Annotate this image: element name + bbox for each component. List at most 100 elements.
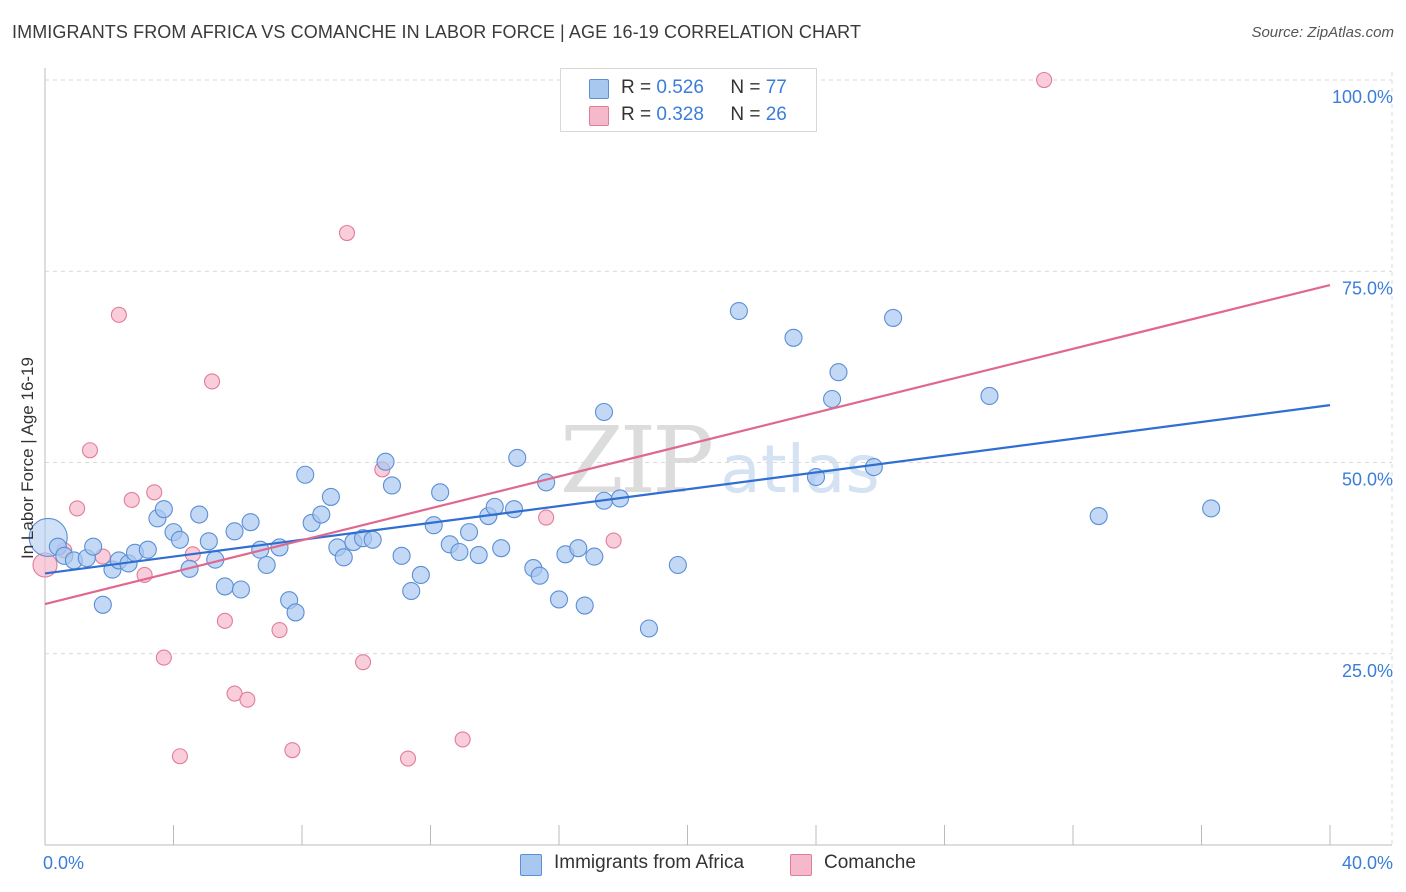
data-point-comanche <box>239 691 256 708</box>
legend-swatch-africa <box>589 79 609 99</box>
gridlines <box>45 72 1393 845</box>
y-tick-label: 25.0% <box>1342 661 1393 681</box>
data-point-africa <box>257 555 276 575</box>
data-point-africa <box>321 487 340 506</box>
data-point-africa <box>170 530 189 549</box>
data-point-africa <box>1089 506 1108 526</box>
data-point-africa <box>199 532 218 551</box>
x-tick-label: 0.0% <box>43 853 84 873</box>
y-tick-label: 50.0% <box>1342 470 1393 490</box>
data-point-africa <box>594 402 614 422</box>
data-point-africa <box>585 547 604 566</box>
data-point-africa <box>138 540 157 559</box>
source-credit: Source: ZipAtlas.com <box>1251 24 1394 41</box>
data-point-comanche <box>155 649 172 666</box>
data-point-africa <box>864 458 883 477</box>
legend-n-value: 77 <box>765 77 787 98</box>
data-point-africa <box>312 505 331 524</box>
trendline-africa <box>44 404 1331 575</box>
data-point-africa <box>537 473 556 492</box>
data-point-comanche <box>538 509 555 526</box>
data-point-africa <box>1202 499 1221 518</box>
data-point-comanche <box>354 654 372 671</box>
data-point-comanche <box>454 731 471 748</box>
data-point-comanche <box>399 750 417 767</box>
data-point-comanche <box>216 612 233 629</box>
data-point-africa <box>575 596 594 615</box>
y-tick-label: 75.0% <box>1342 278 1393 298</box>
data-point-africa <box>639 619 659 638</box>
data-point-comanche <box>204 373 221 390</box>
data-point-comanche <box>338 224 356 242</box>
data-point-africa <box>84 537 103 556</box>
tick-labels: 25.0% 50.0% 75.0% 100.0% 0.0% 40.0% <box>43 87 1393 873</box>
data-point-africa <box>402 581 421 601</box>
trendline-comanche <box>44 283 1331 606</box>
series-swatch-comanche <box>790 854 812 876</box>
series-label-africa: Immigrants from Africa <box>554 852 745 873</box>
data-point-africa <box>424 516 443 535</box>
data-point-africa <box>363 530 382 549</box>
legend-n-label: N = <box>730 104 766 125</box>
legend-swatch-comanche <box>589 106 609 126</box>
data-point-africa <box>296 465 315 484</box>
data-point-africa <box>504 500 524 519</box>
data-point-africa <box>459 523 479 542</box>
data-point-africa <box>382 476 402 495</box>
stats-legend: R = 0.526 N = 77 R = 0.328 N = 26 <box>560 68 817 132</box>
legend-r-value: 0.526 <box>656 77 704 98</box>
data-point-africa <box>729 301 748 321</box>
data-point-africa <box>154 500 173 519</box>
data-point-africa <box>392 546 411 565</box>
data-point-comanche <box>271 621 288 639</box>
data-point-comanche <box>69 500 86 517</box>
legend-r-value: 0.328 <box>656 104 704 125</box>
data-point-africa <box>829 363 848 382</box>
data-point-africa <box>215 577 234 596</box>
chart-title: IMMIGRANTS FROM AFRICA VS COMANCHE IN LA… <box>12 22 862 42</box>
legend-r-label: R = <box>621 104 657 125</box>
data-point-africa <box>190 505 209 524</box>
axes <box>44 68 1392 846</box>
legend-r-label: R = <box>621 77 657 98</box>
series-swatch-africa <box>520 854 542 876</box>
data-point-africa <box>823 389 842 409</box>
trendlines <box>44 283 1331 606</box>
data-point-comanche <box>81 442 99 459</box>
data-point-africa <box>93 595 112 614</box>
watermark-atlas: atlas <box>720 431 880 508</box>
data-point-africa <box>668 555 687 575</box>
data-point-africa <box>492 539 511 558</box>
y-tick-label: 100.0% <box>1332 87 1393 107</box>
data-point-africa <box>569 539 588 558</box>
data-point-africa <box>286 603 305 622</box>
data-point-africa <box>225 522 244 541</box>
data-point-comanche <box>146 484 163 501</box>
data-point-africa <box>241 513 260 532</box>
data-point-comanche <box>171 748 188 765</box>
data-point-africa <box>411 565 430 585</box>
data-point-africa <box>431 483 450 502</box>
data-point-africa <box>980 386 999 405</box>
data-point-comanche <box>284 742 301 759</box>
data-point-africa <box>530 566 549 585</box>
data-point-comanche <box>226 685 243 702</box>
data-point-africa <box>450 542 469 562</box>
data-point-africa <box>784 328 803 347</box>
data-point-africa <box>549 590 569 609</box>
data-point-africa <box>376 452 395 471</box>
data-point-africa <box>231 580 251 599</box>
series-label-comanche: Comanche <box>824 852 916 873</box>
data-point-comanche <box>1036 71 1053 89</box>
data-point-comanche <box>110 306 127 323</box>
watermark-zip: ZIP <box>560 407 711 514</box>
data-point-comanche <box>123 491 140 509</box>
x-tick-label: 40.0% <box>1342 853 1393 873</box>
legend-n-label: N = <box>730 77 766 98</box>
data-point-africa <box>508 448 527 467</box>
legend-n-value: 26 <box>765 104 787 125</box>
data-point-africa <box>884 308 903 327</box>
data-point-africa <box>334 548 353 567</box>
data-point-africa <box>469 546 488 565</box>
